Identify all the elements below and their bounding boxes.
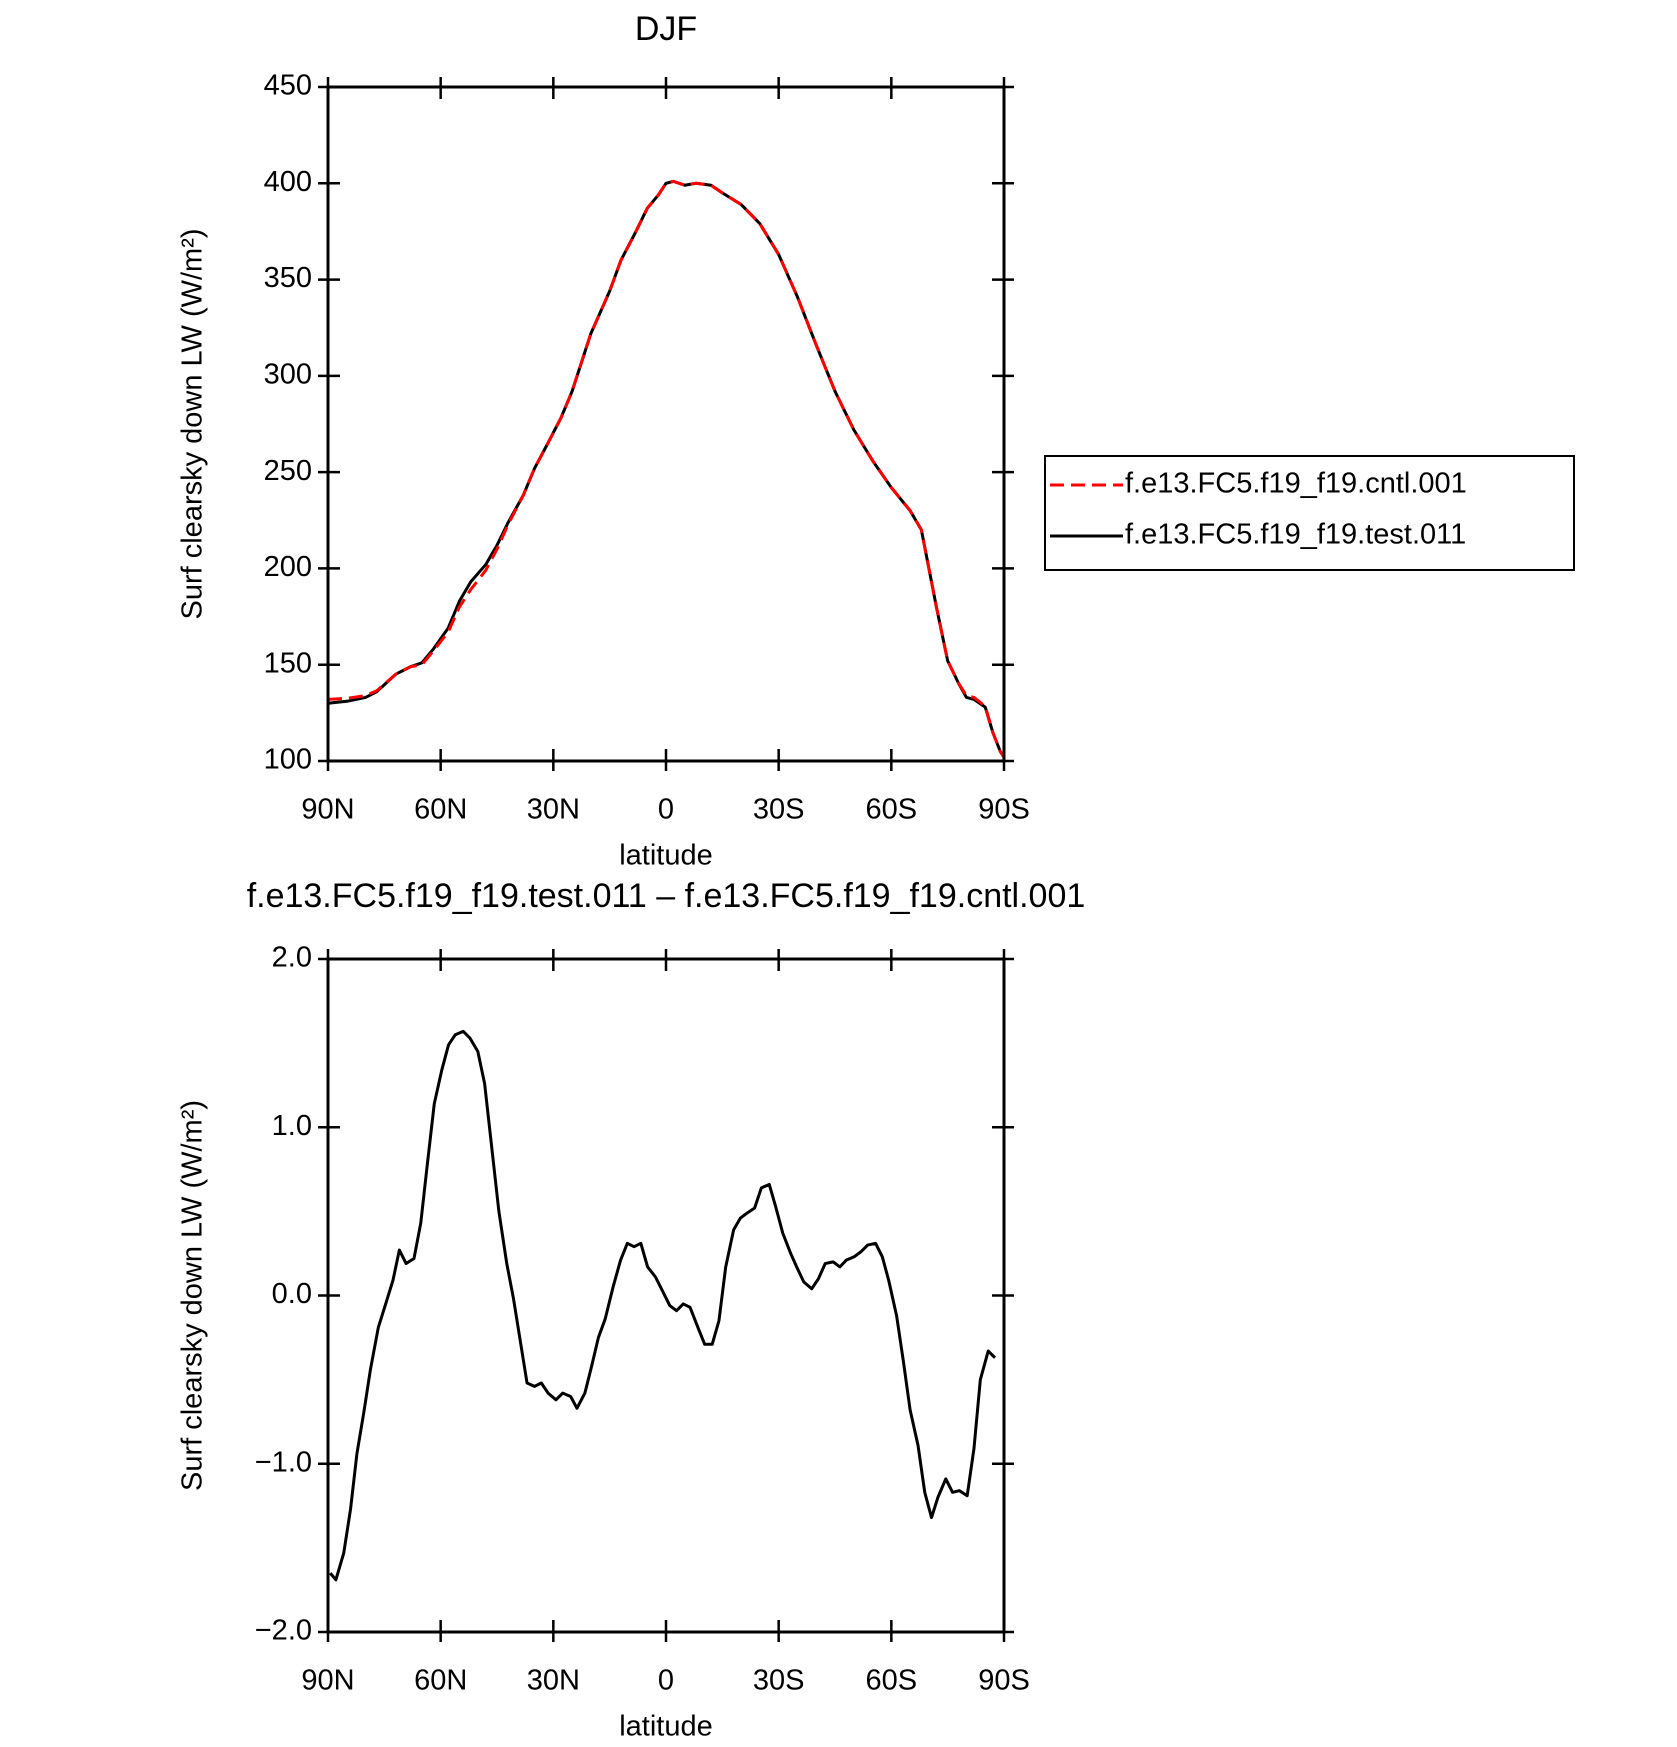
x-tick-label: 30N xyxy=(527,1665,580,1697)
x-tick-label: 0 xyxy=(658,794,674,826)
y-tick-label: 400 xyxy=(264,166,312,198)
chart-title: f.e13.FC5.f19_f19.test.011 – f.e13.FC5.f… xyxy=(247,877,1086,915)
x-tick-label: 90N xyxy=(301,1665,354,1697)
x-tick-label: 60S xyxy=(866,794,918,826)
x-axis-label: latitude xyxy=(619,840,713,872)
x-tick-label: 60N xyxy=(414,1665,467,1697)
plot-frame xyxy=(326,85,1006,763)
series-line xyxy=(327,179,1006,758)
y-tick-label: 100 xyxy=(264,744,312,776)
y-tick-label: 250 xyxy=(264,455,312,487)
legend-label: f.e13.FC5.f19_f19.test.011 xyxy=(1125,519,1466,551)
x-tick-label: 90N xyxy=(301,794,354,826)
series-line xyxy=(329,1029,997,1582)
y-tick-label: 200 xyxy=(264,551,312,583)
x-axis-label: latitude xyxy=(619,1711,713,1743)
y-tick-label: 150 xyxy=(264,647,312,679)
series-line xyxy=(327,179,1006,758)
x-tick-label: 60N xyxy=(414,794,467,826)
x-tick-label: 30S xyxy=(753,794,805,826)
y-tick-label: 1.0 xyxy=(272,1110,312,1142)
legend-label: f.e13.FC5.f19_f19.cntl.001 xyxy=(1125,468,1467,500)
y-tick-label: 0.0 xyxy=(272,1278,312,1310)
y-tick-label: 300 xyxy=(264,359,312,391)
x-tick-label: 90S xyxy=(978,1665,1030,1697)
chart-title: DJF xyxy=(635,10,697,48)
x-tick-label: 30S xyxy=(753,1665,805,1697)
y-tick-label: −2.0 xyxy=(255,1615,312,1647)
y-axis-label: Surf clearsky down LW (W/m²) xyxy=(177,1100,209,1491)
y-axis-label: Surf clearsky down LW (W/m²) xyxy=(177,228,209,619)
x-tick-label: 60S xyxy=(866,1665,918,1697)
y-tick-label: −1.0 xyxy=(255,1446,312,1478)
y-tick-label: 2.0 xyxy=(272,942,312,974)
y-tick-label: 350 xyxy=(264,262,312,294)
x-tick-label: 0 xyxy=(658,1665,674,1697)
x-tick-label: 90S xyxy=(978,794,1030,826)
x-tick-label: 30N xyxy=(527,794,580,826)
legend-box xyxy=(1044,455,1575,571)
y-tick-label: 450 xyxy=(264,70,312,102)
